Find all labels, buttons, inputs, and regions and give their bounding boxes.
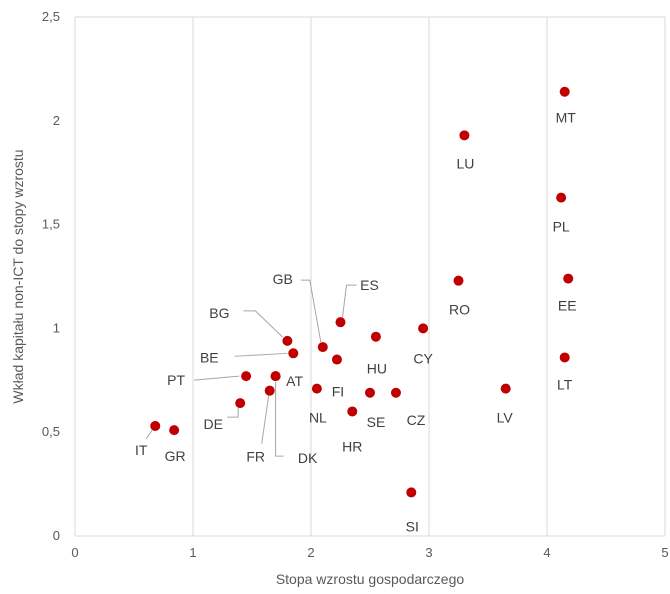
y-tick-label: 0	[53, 528, 60, 543]
x-tick-label: 5	[661, 545, 668, 560]
point-label-bg: BG	[209, 305, 229, 321]
point-label-at: AT	[286, 373, 303, 389]
leader-line-fr	[261, 395, 270, 444]
data-point-gr	[169, 425, 180, 436]
data-point-pl	[556, 192, 567, 203]
leader-line-be	[234, 352, 288, 357]
data-point-bg	[282, 335, 293, 346]
y-axis-title: Wkład kapitału non-ICT do stopy wzrostu	[10, 149, 26, 403]
point-label-de: DE	[203, 416, 222, 432]
data-point-at	[270, 371, 281, 382]
leader-line-es	[342, 284, 357, 318]
point-label-pl: PL	[553, 219, 570, 235]
data-point-lt	[559, 352, 570, 363]
leader-line-gb	[300, 279, 322, 343]
data-point-lv	[500, 383, 511, 394]
point-label-lu: LU	[456, 155, 474, 171]
y-tick-label: 1	[53, 320, 60, 335]
point-label-fr: FR	[246, 449, 265, 465]
data-point-hr	[347, 406, 358, 417]
data-point-cy	[418, 323, 429, 334]
data-point-ro	[453, 275, 464, 286]
point-label-hu: HU	[367, 361, 387, 377]
axes: 0 1 2 3 4 5 0 0,5 1 1,5 2 2,5	[42, 9, 669, 560]
point-label-es: ES	[360, 277, 379, 293]
data-point-pt	[241, 371, 252, 382]
point-label-fi: FI	[332, 384, 344, 400]
gridlines	[192, 17, 666, 536]
x-axis-title: Stopa wzrostu gospodarczego	[276, 571, 465, 587]
point-label-pt: PT	[167, 372, 185, 388]
point-label-be: BE	[200, 349, 219, 365]
point-label-hr: HR	[342, 438, 362, 454]
point-label-cy: CY	[413, 350, 433, 366]
leader-lines	[145, 279, 357, 457]
x-tick-label: 0	[71, 545, 78, 560]
point-label-lt: LT	[557, 376, 573, 392]
y-tick-label: 0,5	[42, 424, 60, 439]
data-point-mt	[559, 86, 570, 97]
point-label-ee: EE	[558, 298, 577, 314]
data-point-es	[335, 317, 346, 328]
data-point-se	[365, 387, 375, 398]
data-point-hu	[370, 331, 381, 342]
data-point-gb	[317, 342, 328, 353]
point-label-mt: MT	[556, 110, 577, 126]
leader-line-it	[145, 429, 153, 440]
data-point-it	[150, 420, 161, 431]
data-point-nl	[311, 383, 322, 394]
data-point-de	[235, 398, 246, 409]
data-point-lu	[459, 130, 470, 141]
y-tick-label: 2,5	[42, 9, 60, 24]
data-point-fr	[264, 385, 275, 396]
data-point-fi	[331, 354, 342, 365]
point-label-ro: RO	[449, 302, 470, 318]
data-point-ee	[563, 273, 574, 284]
point-label-gb: GB	[273, 271, 293, 287]
point-label-lv: LV	[497, 410, 514, 426]
data-points	[150, 86, 574, 498]
data-point-be	[288, 348, 299, 359]
x-tick-label: 3	[425, 545, 432, 560]
y-tick-label: 1,5	[42, 217, 60, 232]
leader-line-dk	[275, 382, 284, 457]
point-label-dk: DK	[298, 450, 318, 466]
leader-line-pt	[194, 375, 240, 381]
leader-line-de	[227, 406, 239, 418]
y-tick-label: 2	[53, 113, 60, 128]
point-labels: IT GR DE PT FR DK BG BE AT NL GB FI ES HR SE HU CZ SI CY RO…	[135, 110, 577, 535]
point-label-gr: GR	[165, 448, 186, 464]
data-point-cz	[390, 387, 401, 398]
leader-line-bg	[243, 310, 283, 338]
x-tick-label: 1	[189, 545, 196, 560]
data-point-si	[406, 487, 417, 498]
point-label-cz: CZ	[407, 412, 426, 428]
point-label-it: IT	[135, 442, 148, 458]
point-label-si: SI	[406, 518, 419, 534]
x-tick-label: 4	[543, 545, 550, 560]
point-label-se: SE	[367, 414, 386, 430]
point-label-nl: NL	[309, 410, 327, 426]
x-tick-label: 2	[307, 545, 314, 560]
